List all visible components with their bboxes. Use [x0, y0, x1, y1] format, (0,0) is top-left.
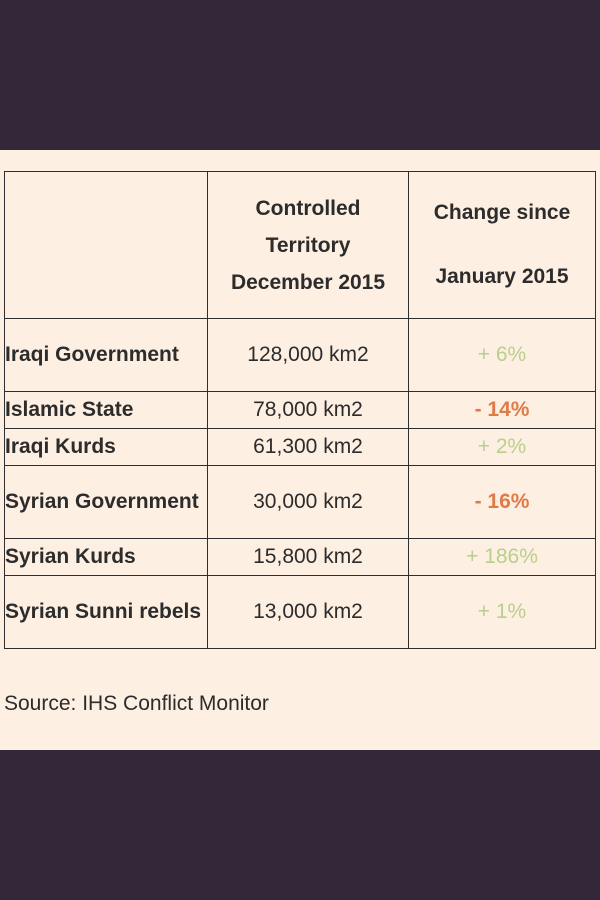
- row-name: Syrian Government: [4, 465, 208, 539]
- territory-table: Controlled Territory December 2015 Chang…: [4, 171, 596, 649]
- row-change: + 2%: [408, 428, 596, 466]
- row-change: + 186%: [408, 538, 596, 576]
- table-row: Syrian Government 30,000 km2 - 16%: [4, 465, 596, 539]
- row-name: Syrian Kurds: [4, 538, 208, 576]
- row-change: + 1%: [408, 575, 596, 649]
- row-area: 78,000 km2: [207, 391, 409, 429]
- table-row: Syrian Sunni rebels 13,000 km2 + 1%: [4, 575, 596, 649]
- header-change: Change since January 2015: [408, 171, 596, 319]
- source-note: Source: IHS Conflict Monitor: [4, 692, 269, 715]
- territory-card: Controlled Territory December 2015 Chang…: [0, 150, 600, 750]
- row-change: + 6%: [408, 318, 596, 392]
- table-row: Islamic State 78,000 km2 - 14%: [4, 391, 596, 429]
- row-name: Iraqi Government: [4, 318, 208, 392]
- header-change-label: Change since January 2015: [433, 201, 571, 288]
- row-name: Syrian Sunni rebels: [4, 575, 208, 649]
- row-change: - 14%: [408, 391, 596, 429]
- table-row: Iraqi Government 128,000 km2 + 6%: [4, 318, 596, 392]
- row-area: 13,000 km2: [207, 575, 409, 649]
- row-name: Iraqi Kurds: [4, 428, 208, 466]
- table-row: Syrian Kurds 15,800 km2 + 186%: [4, 538, 596, 576]
- row-change: - 16%: [408, 465, 596, 539]
- row-area: 15,800 km2: [207, 538, 409, 576]
- header-controlled-territory-label: Controlled Territory December 2015: [230, 196, 386, 294]
- table-row: Iraqi Kurds 61,300 km2 + 2%: [4, 428, 596, 466]
- row-name: Islamic State: [4, 391, 208, 429]
- row-area: 61,300 km2: [207, 428, 409, 466]
- row-area: 30,000 km2: [207, 465, 409, 539]
- table-header-row: Controlled Territory December 2015 Chang…: [4, 171, 596, 319]
- header-controlled-territory: Controlled Territory December 2015: [207, 171, 409, 319]
- header-empty-cell: [4, 171, 208, 319]
- row-area: 128,000 km2: [207, 318, 409, 392]
